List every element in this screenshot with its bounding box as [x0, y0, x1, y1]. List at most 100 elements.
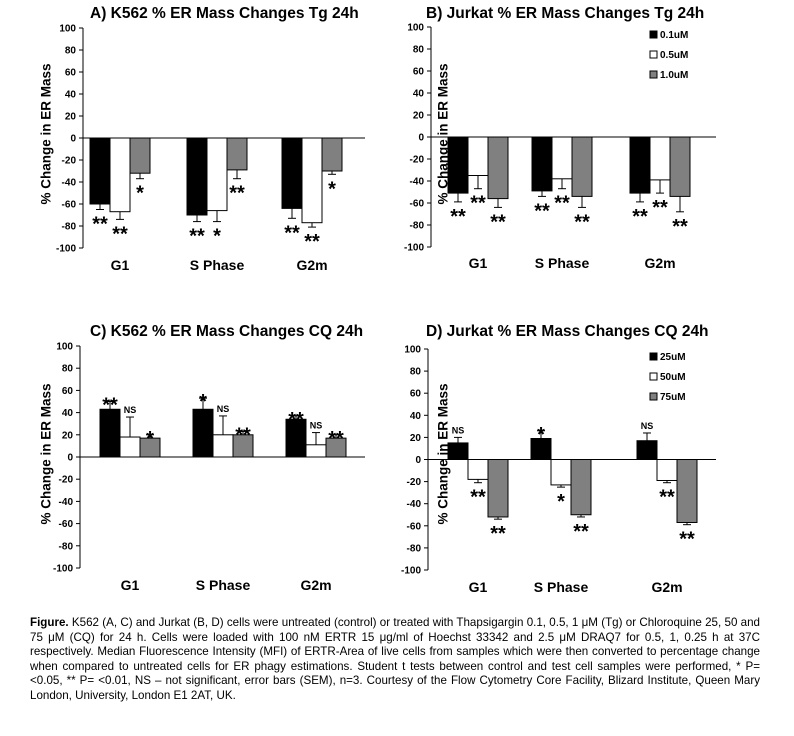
bar [447, 442, 469, 461]
legend-swatch [649, 70, 658, 79]
category-label: G1 [469, 579, 488, 595]
significance-label: * [136, 183, 144, 205]
bar [226, 137, 248, 171]
bar [636, 440, 658, 460]
legend-swatch [649, 392, 658, 401]
bar [206, 137, 228, 212]
chart-title: A) K562 % ER Mass Changes Tg 24h [90, 5, 359, 22]
chart-panel-d: D) Jurkat % ER Mass Changes CQ 24h % Cha… [397, 318, 794, 633]
y-tick-label: 60 [410, 389, 422, 400]
significance-label: NS [124, 405, 137, 415]
category-label: S Phase [190, 257, 245, 273]
y-tick-label: 80 [65, 46, 77, 57]
significance-label: ** [534, 200, 550, 222]
significance-label: NS [452, 425, 465, 435]
significance-label: ** [235, 424, 251, 446]
significance-label: ** [229, 183, 245, 205]
legend-swatch [649, 352, 658, 361]
bar [487, 459, 509, 518]
bar [487, 136, 509, 200]
legend-label: 0.5uM [660, 50, 688, 61]
category-label: G1 [469, 255, 488, 271]
y-tick-label: 0 [67, 453, 73, 464]
figure-caption: Figure. K562 (A, C) and Jurkat (B, D) ce… [30, 616, 760, 704]
legend-swatch [649, 372, 658, 381]
y-tick-label: 60 [413, 67, 425, 78]
y-tick-label: 100 [56, 342, 73, 353]
y-tick-label: 100 [407, 23, 424, 34]
y-tick-label: -20 [407, 477, 422, 488]
bar [676, 459, 698, 523]
y-tick-label: 40 [410, 411, 422, 422]
y-tick-label: -80 [62, 222, 77, 233]
y-tick-label: -40 [407, 499, 422, 510]
category-label: G2m [296, 257, 327, 273]
y-tick-label: 40 [65, 90, 77, 101]
y-tick-label: -60 [62, 200, 77, 211]
legend-swatch [649, 30, 658, 39]
significance-label: ** [450, 206, 466, 228]
significance-label: ** [659, 487, 675, 509]
significance-label: NS [310, 421, 323, 431]
significance-label: * [146, 428, 154, 450]
y-tick-label: -20 [59, 475, 74, 486]
chart-title: C) K562 % ER Mass Changes CQ 24h [90, 323, 364, 340]
chart-panel-a: A) K562 % ER Mass Changes Tg 24h % Chang… [0, 0, 397, 315]
bar [656, 459, 678, 481]
bar [325, 437, 347, 458]
caption-lead: Figure. [30, 616, 69, 629]
y-tick-label: -100 [53, 564, 73, 575]
bar [669, 136, 691, 197]
bar [186, 137, 208, 216]
y-tick-label: -20 [410, 155, 425, 166]
significance-label: ** [652, 197, 668, 219]
legend-label: 75uM [660, 392, 686, 403]
category-label: G2m [651, 579, 682, 595]
bar [530, 438, 552, 460]
significance-label: ** [189, 226, 205, 248]
y-tick-label: -80 [407, 543, 422, 554]
significance-label: ** [490, 211, 506, 233]
significance-label: ** [574, 211, 590, 233]
y-tick-label: -80 [59, 541, 74, 552]
bar [629, 136, 651, 194]
bar [571, 136, 593, 197]
bar [212, 434, 234, 458]
y-tick-label: 20 [413, 111, 425, 122]
y-tick-label: 40 [413, 89, 425, 100]
y-tick-label: 0 [70, 134, 76, 145]
category-label: S Phase [535, 255, 590, 271]
y-tick-label: 100 [59, 24, 76, 35]
y-tick-label: -20 [62, 156, 77, 167]
significance-label: NS [217, 404, 230, 414]
significance-label: ** [573, 521, 589, 543]
significance-label: ** [632, 206, 648, 228]
bar [447, 136, 469, 194]
y-tick-label: -60 [410, 199, 425, 210]
significance-label: ** [102, 395, 118, 417]
category-label: S Phase [534, 579, 589, 595]
y-tick-label: 20 [65, 112, 77, 123]
bar [550, 459, 572, 486]
significance-label: ** [470, 193, 486, 215]
bar [192, 408, 214, 458]
legend-label: 1.0uM [660, 70, 688, 81]
bar [89, 137, 111, 205]
y-tick-label: -40 [62, 178, 77, 189]
bar [281, 137, 303, 209]
y-tick-label: -100 [404, 243, 424, 254]
y-tick-label: -100 [401, 566, 421, 577]
caption-text: K562 (A, C) and Jurkat (B, D) cells were… [30, 616, 760, 702]
significance-label: ** [679, 529, 695, 551]
chart-title: B) Jurkat % ER Mass Changes Tg 24h [426, 5, 705, 22]
y-tick-label: 0 [415, 455, 421, 466]
y-tick-label: -80 [410, 221, 425, 232]
bar [305, 444, 327, 458]
significance-label: * [557, 491, 565, 513]
bar [531, 136, 553, 192]
significance-label: * [213, 226, 221, 248]
chart-panel-b: B) Jurkat % ER Mass Changes Tg 24h % Cha… [397, 0, 794, 315]
